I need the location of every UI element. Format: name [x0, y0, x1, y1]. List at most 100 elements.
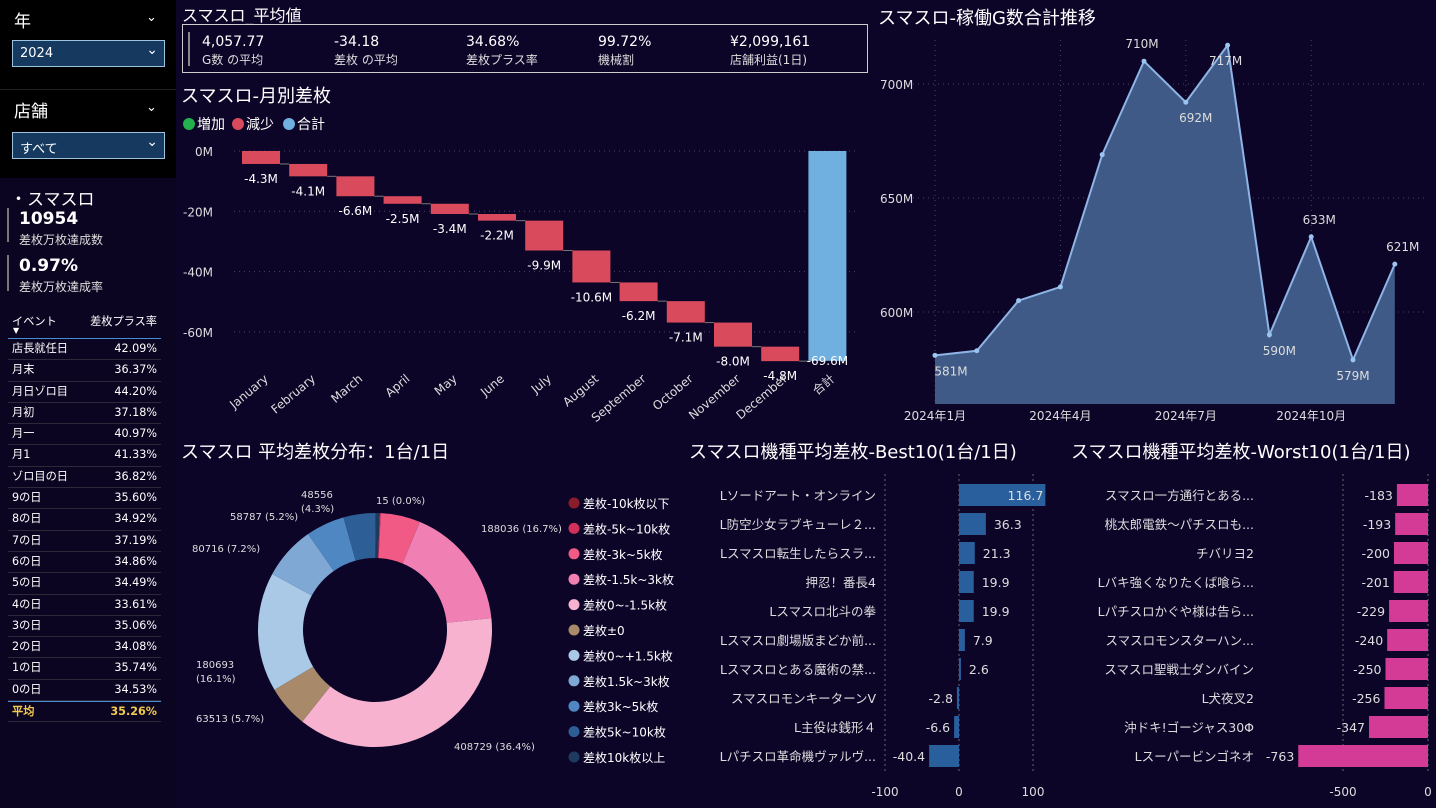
month-bar[interactable] [336, 176, 375, 197]
data-point[interactable] [1099, 152, 1105, 158]
bar[interactable] [1395, 513, 1428, 535]
donut-slice[interactable] [308, 517, 356, 571]
legend-item[interactable]: 差枚10k枚以上 [583, 750, 665, 765]
month-bar[interactable] [383, 196, 422, 204]
month-bar[interactable] [666, 301, 705, 323]
bar[interactable] [1394, 542, 1428, 564]
year-dropdown[interactable]: 2024 ⌄ [12, 40, 165, 67]
column-header-rate[interactable]: 差枚プラス率 [90, 315, 157, 328]
store-dropdown[interactable]: すべて ⌄ [12, 132, 165, 159]
total-bar[interactable] [808, 151, 847, 361]
donut-slice[interactable] [258, 574, 314, 690]
x-tick-label: August [560, 371, 601, 409]
bar[interactable] [1396, 484, 1428, 506]
bar[interactable] [959, 571, 974, 593]
month-bar[interactable] [478, 214, 516, 221]
donut-slice[interactable] [375, 513, 380, 559]
sort-desc-icon[interactable]: ▼ [13, 326, 20, 335]
data-point[interactable] [1183, 99, 1189, 105]
category-label: チバリヨ2 [1196, 546, 1254, 561]
legend-item[interactable]: 差枚1.5k~3k枚 [583, 674, 670, 689]
event-name: 月一 [12, 427, 35, 441]
bar[interactable] [1393, 571, 1428, 593]
month-bar[interactable] [289, 163, 328, 177]
legend-item[interactable]: 差枚-5k~10k枚 [583, 521, 670, 536]
donut-slice[interactable] [272, 534, 334, 596]
donut-slice[interactable] [274, 666, 331, 722]
legend-item[interactable]: 差枚0~+1.5k枚 [583, 648, 673, 663]
bar[interactable] [1385, 658, 1429, 680]
legend-decrease-icon [232, 118, 244, 130]
data-point[interactable] [1016, 298, 1022, 304]
table-row: ゾロ目の日 36.82% [8, 467, 161, 489]
bar[interactable] [959, 484, 1046, 506]
bar[interactable] [959, 542, 975, 564]
column-header-event[interactable]: イベント [12, 315, 57, 328]
category-label: スマスロモンスターハン... [1105, 633, 1254, 648]
legend-item[interactable]: 差枚-1.5k~3k枚 [583, 572, 674, 587]
slice-label: 15 (0.0%) [376, 496, 425, 507]
legend-total[interactable]: 合計 [297, 117, 325, 133]
data-point[interactable] [974, 348, 980, 354]
chevron-down-icon[interactable]: ⌄ [146, 10, 157, 25]
event-name: 8の日 [12, 512, 42, 526]
bar[interactable] [1384, 687, 1428, 709]
data-point[interactable] [1308, 234, 1314, 240]
bar[interactable] [954, 716, 959, 738]
month-bar[interactable] [242, 151, 280, 164]
bar[interactable] [956, 687, 959, 709]
event-rate: 44.20% [114, 384, 157, 398]
bar[interactable] [959, 658, 961, 680]
bar-data-label: -2.2M [480, 229, 514, 243]
data-point[interactable] [1057, 284, 1063, 290]
data-point[interactable] [1350, 357, 1356, 363]
point-label: 579M [1336, 369, 1369, 383]
data-point[interactable] [932, 352, 938, 358]
donut-slice[interactable] [378, 513, 420, 564]
legend-marker-icon [568, 497, 580, 509]
legend-item[interactable]: 差枚0~-1.5k枚 [583, 598, 667, 613]
legend-item[interactable]: 差枚5k~10k枚 [583, 725, 666, 740]
legend-marker-icon [568, 726, 580, 738]
bar[interactable] [1369, 716, 1428, 738]
data-point[interactable] [1225, 42, 1231, 48]
slice-label-pct: (16.1%) [196, 674, 236, 685]
bar[interactable] [959, 513, 986, 535]
month-bar[interactable] [761, 346, 800, 362]
legend-decrease[interactable]: 減少 [246, 116, 274, 133]
total-label: 平均 [12, 705, 35, 719]
month-bar[interactable] [572, 250, 611, 283]
month-bar[interactable] [430, 203, 469, 215]
chevron-down-icon[interactable]: ⌄ [146, 100, 157, 115]
monthly-chart-panel: スマスロ-月別差枚 増加 減少 合計 0M -20M -40M -60M -4.3M Ja… [176, 80, 868, 432]
legend-item[interactable]: 差枚±0 [583, 623, 625, 638]
kpi-accent-bar [7, 208, 9, 242]
donut-slice[interactable] [343, 513, 376, 561]
month-bar[interactable] [619, 282, 658, 302]
legend-item[interactable]: 差枚-3k~5k枚 [583, 547, 663, 562]
month-bar[interactable] [714, 322, 752, 347]
legend-item[interactable]: 差枚3k~5k枚 [583, 699, 658, 714]
bar[interactable] [959, 600, 974, 622]
event-rate: 37.19% [114, 533, 157, 547]
data-point[interactable] [1266, 332, 1272, 338]
bar[interactable] [1389, 600, 1428, 622]
data-point[interactable] [1392, 261, 1398, 267]
bar[interactable] [1387, 629, 1428, 651]
month-bar[interactable] [525, 220, 564, 251]
kpi-section-title: ・スマスロ [10, 190, 95, 210]
donut-slice[interactable] [377, 513, 380, 559]
point-label: 710M [1125, 37, 1158, 51]
bar[interactable] [929, 745, 959, 767]
x-tick-label: 0 [1424, 785, 1432, 799]
donut-slice[interactable] [302, 618, 493, 747]
donut-slice[interactable] [377, 513, 381, 559]
donut-slice[interactable] [402, 521, 492, 623]
legend-item[interactable]: 差枚-10k枚以下 [583, 496, 670, 511]
bar[interactable] [1298, 745, 1428, 767]
legend-increase[interactable]: 増加 [197, 117, 225, 133]
bar-data-label: -3.4M [433, 222, 467, 236]
bar[interactable] [959, 629, 965, 651]
avg-games-value: 4,057.77 [202, 34, 265, 50]
data-point[interactable] [1141, 58, 1147, 64]
